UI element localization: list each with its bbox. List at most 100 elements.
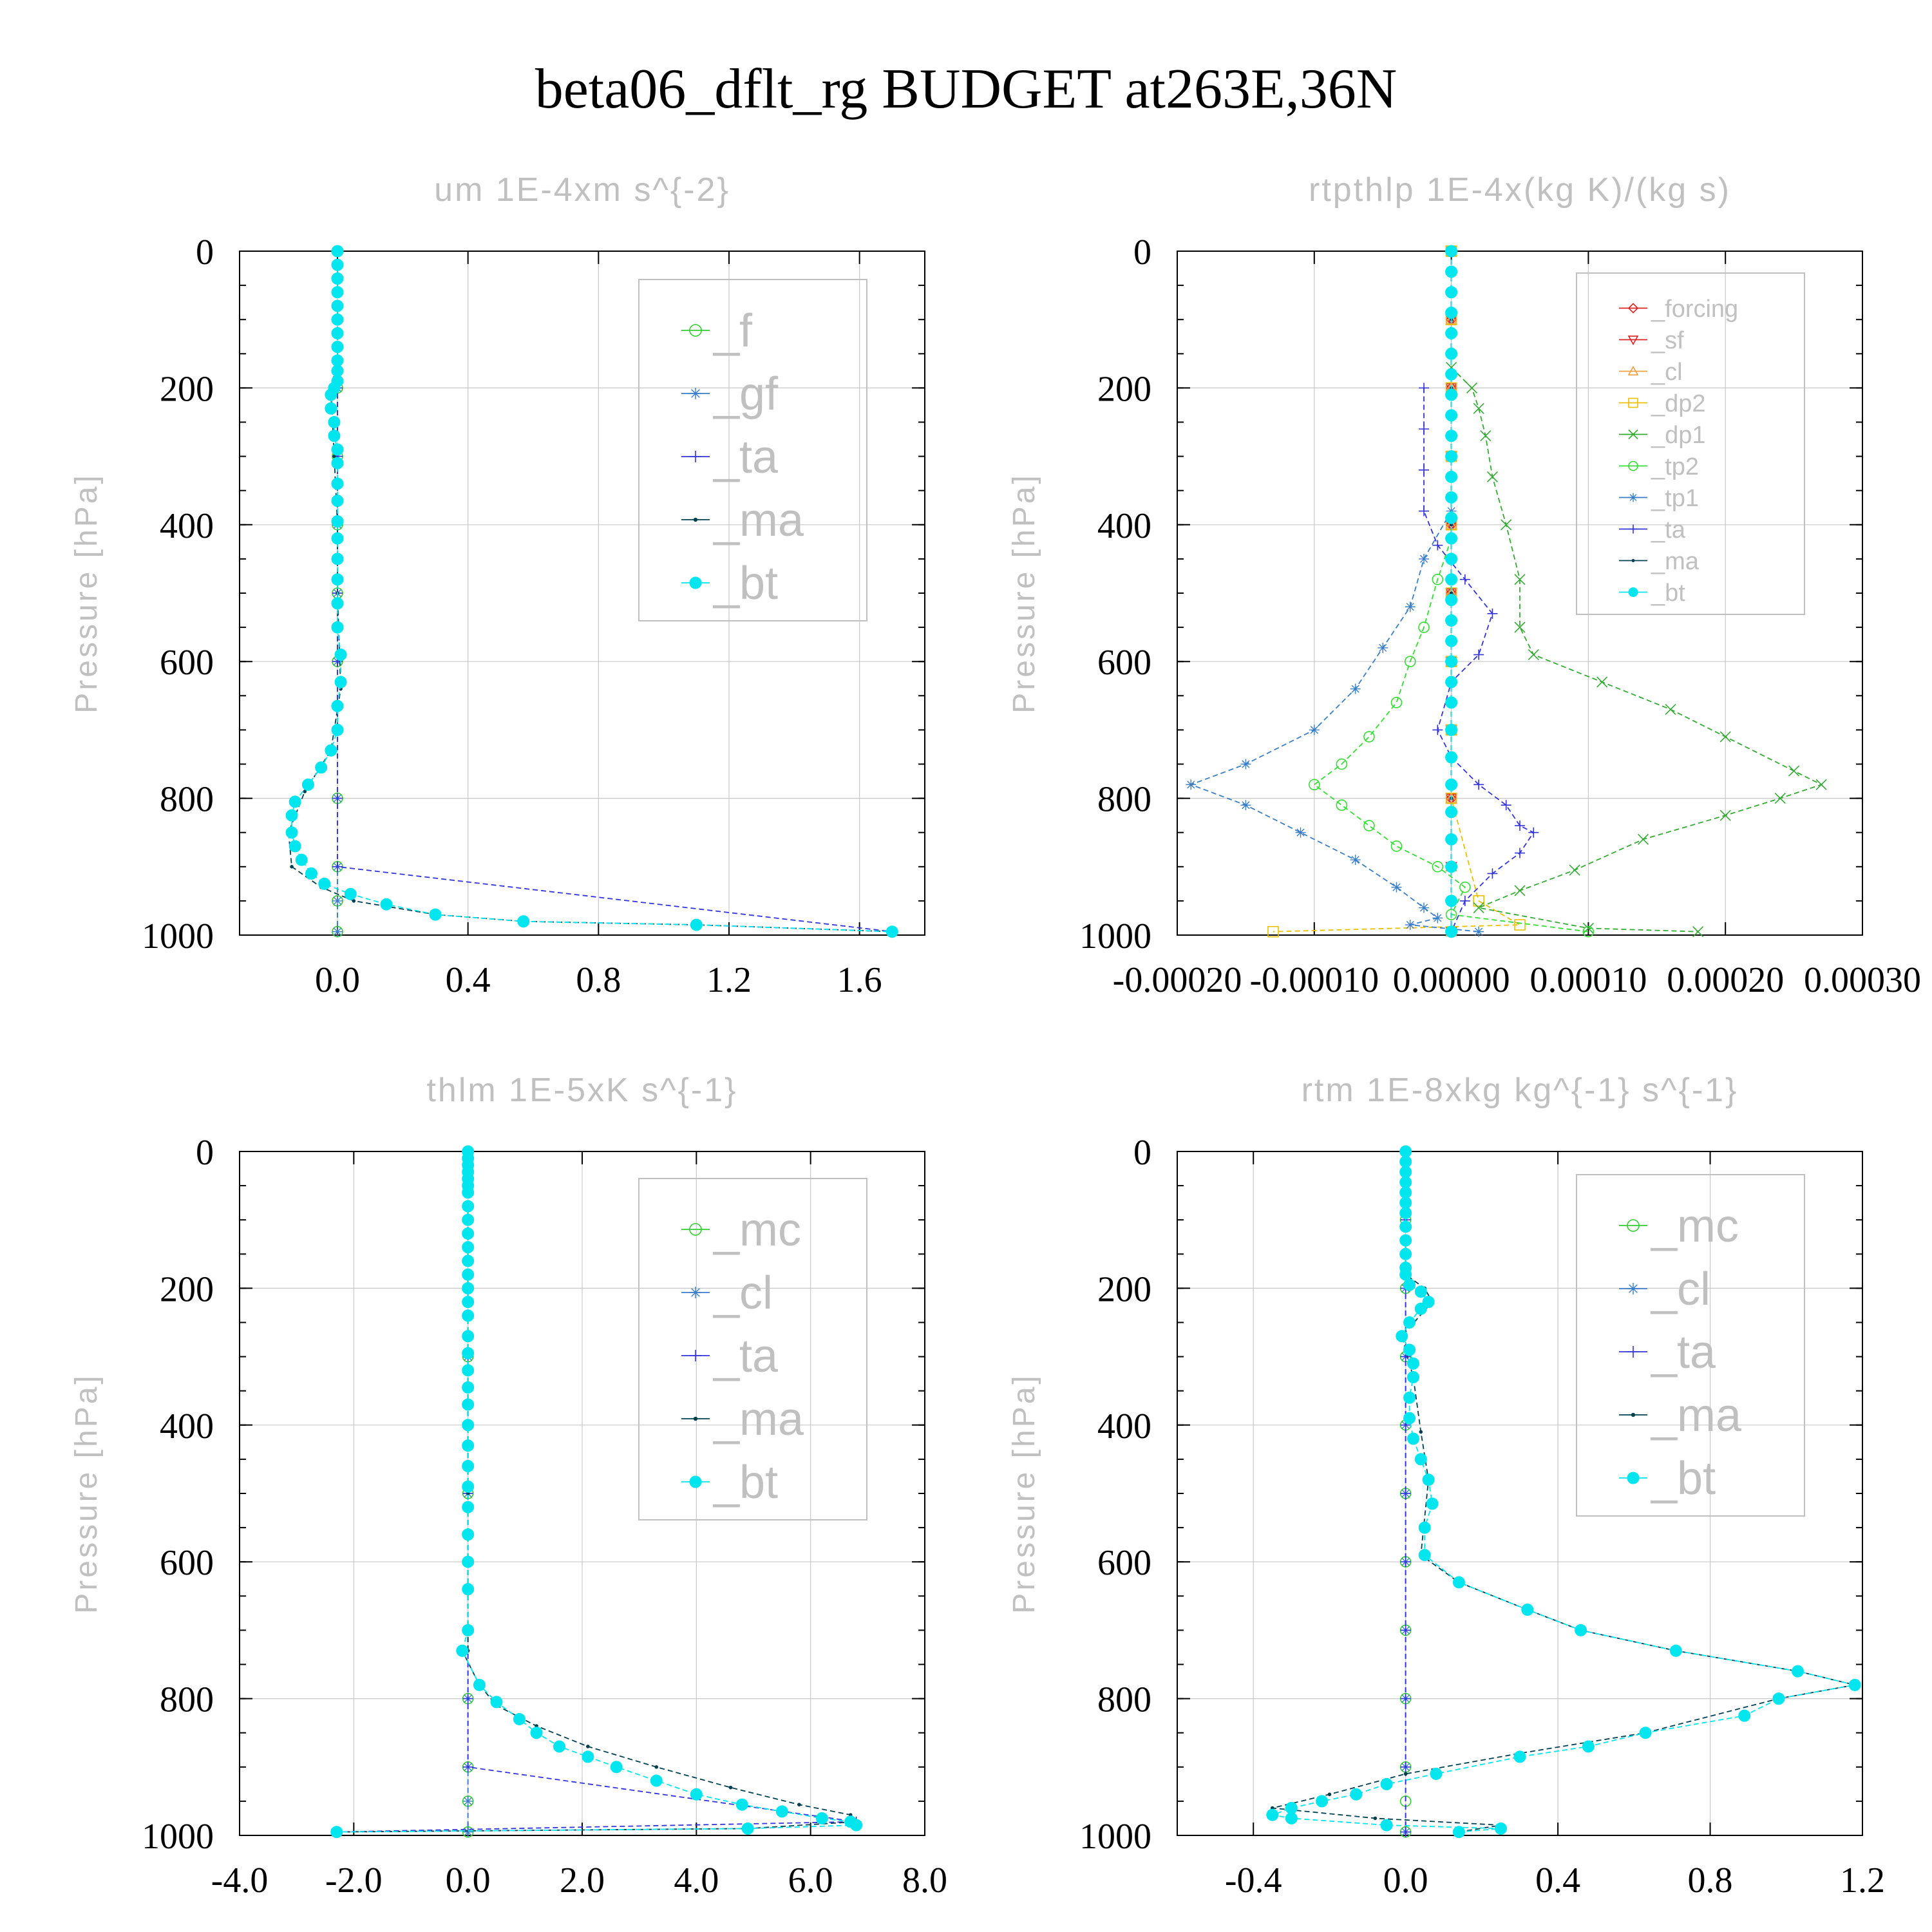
data-point xyxy=(1404,656,1416,667)
data-point xyxy=(1399,1186,1412,1199)
data-point xyxy=(1719,731,1731,743)
data-point xyxy=(1399,1234,1412,1247)
y-tick-label: 600 xyxy=(160,643,214,683)
series-line xyxy=(336,1151,857,1833)
series-line xyxy=(291,251,893,933)
x-tick-label: 0.8 xyxy=(576,960,621,1000)
data-point xyxy=(334,649,347,661)
data-point xyxy=(1445,723,1458,736)
legend-label: _gf xyxy=(712,368,779,420)
data-point xyxy=(1403,1391,1416,1404)
plot-frame xyxy=(1177,251,1863,936)
data-point xyxy=(1515,848,1525,858)
data-point xyxy=(331,327,344,339)
y-tick-label: 1000 xyxy=(142,1817,214,1857)
series-line xyxy=(1273,251,1522,933)
data-point xyxy=(325,744,337,757)
data-point xyxy=(1788,765,1800,777)
y-tick-label: 800 xyxy=(1097,780,1151,820)
series-ta xyxy=(332,246,898,937)
data-point xyxy=(462,1330,475,1343)
data-point xyxy=(1445,696,1458,709)
legend-label: _bt xyxy=(1650,1453,1716,1504)
data-point xyxy=(1419,383,1430,393)
data-point xyxy=(1445,925,1458,938)
x-tick-label: 6.0 xyxy=(788,1861,833,1900)
data-point xyxy=(462,1309,475,1322)
x-tick-label: 0.00000 xyxy=(1393,960,1510,1000)
x-tick-label: 0.8 xyxy=(1688,1861,1733,1900)
legend-swatch-marker xyxy=(689,324,702,337)
data-point xyxy=(1445,614,1458,627)
data-point xyxy=(1285,1812,1298,1824)
y-tick-label: 0 xyxy=(196,1133,214,1173)
data-point xyxy=(1432,913,1443,923)
x-tick-label: 2.0 xyxy=(560,1861,605,1900)
data-point xyxy=(1452,1576,1465,1589)
data-point xyxy=(1473,895,1484,907)
data-point xyxy=(1419,464,1430,475)
data-point xyxy=(1405,601,1416,612)
data-point xyxy=(1414,1302,1427,1315)
y-tick-label: 0 xyxy=(196,232,214,272)
data-point xyxy=(1400,1693,1411,1704)
legend-swatch-marker xyxy=(690,388,701,399)
data-point xyxy=(1669,1644,1682,1657)
data-point xyxy=(1414,1453,1427,1466)
data-point xyxy=(1430,1767,1443,1780)
y-tick-label: 400 xyxy=(1097,506,1151,546)
data-point xyxy=(1295,827,1306,838)
data-point xyxy=(1240,800,1251,811)
legend-label: _forcing xyxy=(1651,296,1738,323)
data-point xyxy=(331,299,344,312)
data-point xyxy=(331,354,344,367)
plot-frame xyxy=(1177,1151,1863,1836)
data-point xyxy=(728,1785,733,1790)
data-point xyxy=(1363,731,1375,743)
x-tick-label: 1.2 xyxy=(706,960,752,1000)
data-point xyxy=(332,926,343,937)
data-point xyxy=(1445,327,1458,339)
data-point xyxy=(331,597,344,610)
data-point xyxy=(1419,553,1430,564)
data-point xyxy=(1692,926,1704,938)
data-point xyxy=(462,1826,473,1837)
data-point xyxy=(1514,885,1526,896)
legend-label: _bt xyxy=(712,558,778,609)
data-point xyxy=(1445,470,1458,483)
data-point xyxy=(331,477,344,490)
data-point xyxy=(1400,1488,1411,1499)
y-tick-label: 800 xyxy=(160,1680,214,1720)
legend-swatch-marker xyxy=(1628,460,1638,471)
data-point xyxy=(462,1528,475,1541)
data-point xyxy=(331,621,344,634)
data-point xyxy=(331,258,344,271)
data-point xyxy=(1473,402,1484,414)
data-point xyxy=(1792,1665,1804,1678)
data-point xyxy=(332,454,336,459)
data-point xyxy=(462,1583,475,1596)
series-bt xyxy=(1445,245,1458,938)
data-point xyxy=(1480,430,1492,442)
data-point xyxy=(1403,1343,1416,1356)
panel-title: rtm 1E-8xkg kg^{-1} s^{-1} xyxy=(1302,1072,1739,1109)
data-point xyxy=(1399,1207,1412,1220)
data-point xyxy=(1473,926,1484,937)
plot-frame xyxy=(239,1151,925,1836)
data-point xyxy=(1309,724,1320,735)
data-point xyxy=(1513,1750,1526,1763)
data-point xyxy=(1399,1155,1412,1168)
data-point xyxy=(331,286,344,299)
legend-swatch-marker xyxy=(693,1416,698,1421)
data-point xyxy=(1422,1296,1435,1309)
legend: _mc _cl _ta _ma _bt xyxy=(638,1178,867,1520)
data-point xyxy=(334,676,347,688)
data-point xyxy=(1514,574,1526,585)
data-point xyxy=(1445,265,1458,278)
data-point xyxy=(610,1761,623,1774)
legend-label: _cl xyxy=(1651,359,1683,386)
data-point xyxy=(328,430,341,442)
data-point xyxy=(513,1712,526,1725)
y-tick-label: 200 xyxy=(160,1269,214,1309)
data-point xyxy=(1445,532,1458,545)
